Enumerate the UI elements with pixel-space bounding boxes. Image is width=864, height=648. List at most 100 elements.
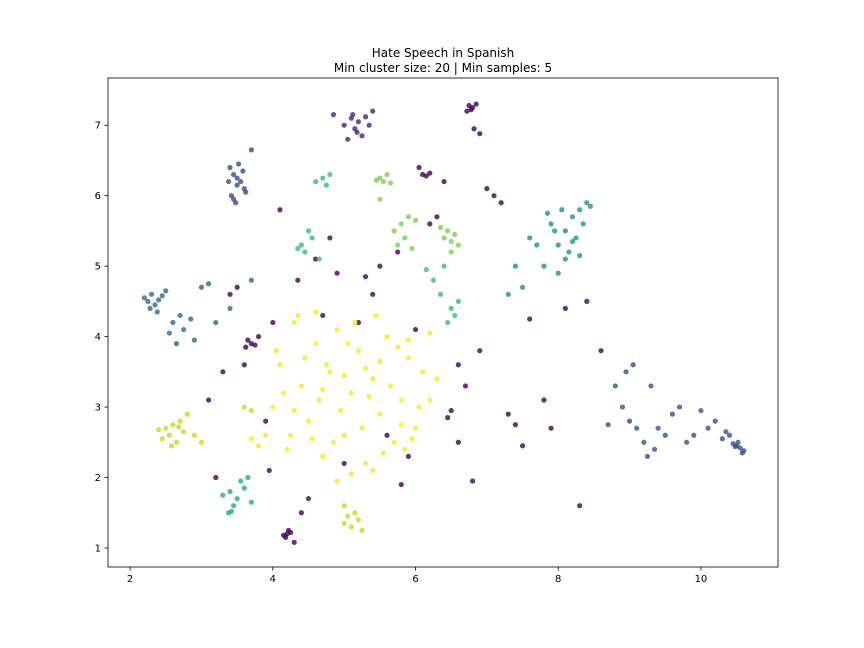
point [452, 312, 458, 319]
point [512, 422, 519, 428]
point [243, 344, 249, 350]
point [313, 341, 319, 347]
point [288, 432, 294, 438]
chart-title: Hate Speech in Spanish [372, 46, 514, 60]
point [395, 249, 401, 255]
point [280, 390, 287, 396]
point [420, 369, 426, 375]
point [380, 450, 387, 456]
point [662, 432, 668, 438]
point [427, 170, 433, 176]
point [295, 312, 301, 319]
point [541, 263, 547, 269]
point [173, 439, 180, 445]
point [334, 270, 340, 276]
point [263, 418, 269, 424]
point [348, 390, 354, 396]
point [323, 362, 329, 368]
point [519, 443, 526, 449]
chart-subtitle: Min cluster size: 20 | Min samples: 5 [334, 61, 552, 75]
points [141, 101, 747, 545]
point [327, 235, 333, 241]
point [398, 397, 404, 403]
point [298, 510, 304, 516]
point [641, 439, 647, 445]
point [305, 418, 312, 424]
point [228, 508, 235, 514]
point [206, 397, 212, 403]
point [473, 101, 479, 107]
point [345, 341, 351, 347]
point [234, 182, 240, 188]
point [448, 305, 454, 312]
point [391, 439, 397, 445]
point [359, 425, 365, 431]
point [263, 432, 269, 438]
point [147, 305, 153, 312]
point [732, 443, 738, 450]
point [341, 432, 347, 438]
point [305, 496, 312, 502]
point [584, 298, 590, 304]
point [270, 319, 276, 326]
point [188, 316, 194, 322]
point [245, 337, 251, 343]
point [298, 242, 304, 248]
point [391, 228, 397, 234]
point [562, 228, 568, 234]
point [430, 277, 436, 283]
point [412, 217, 419, 223]
x-tick-label: 2 [127, 574, 133, 585]
point [452, 231, 458, 238]
point [170, 422, 176, 428]
point [255, 443, 262, 449]
point [464, 108, 470, 114]
point [166, 432, 172, 438]
point [241, 362, 247, 368]
point [448, 249, 454, 255]
point [156, 427, 162, 433]
point [705, 425, 711, 431]
point [387, 383, 394, 389]
point [156, 297, 162, 303]
point [355, 119, 362, 125]
point [145, 298, 151, 304]
point [377, 358, 383, 364]
point [619, 404, 626, 410]
point [341, 372, 347, 378]
y-tick-label: 3 [95, 403, 101, 414]
point [352, 510, 358, 516]
point [505, 411, 511, 417]
point [735, 439, 741, 445]
point [434, 376, 440, 382]
point [291, 407, 297, 414]
point [395, 344, 401, 350]
point [577, 503, 583, 509]
point [313, 309, 319, 315]
point [230, 196, 237, 202]
point [320, 453, 326, 459]
point [163, 288, 169, 294]
point [427, 221, 433, 227]
point [555, 270, 561, 276]
point [644, 453, 651, 459]
point [320, 175, 326, 181]
point [455, 242, 461, 248]
y-tick-label: 5 [95, 262, 101, 273]
point [395, 242, 401, 248]
point [298, 383, 304, 389]
point [240, 168, 246, 174]
point [341, 122, 347, 128]
point [320, 312, 326, 319]
point [235, 161, 242, 167]
point [270, 404, 276, 410]
y-tick-label: 4 [95, 332, 101, 343]
point [243, 189, 249, 195]
point [184, 411, 190, 417]
point [491, 193, 497, 199]
point [355, 517, 362, 523]
point [163, 425, 169, 431]
point [470, 478, 476, 484]
point [220, 369, 226, 375]
